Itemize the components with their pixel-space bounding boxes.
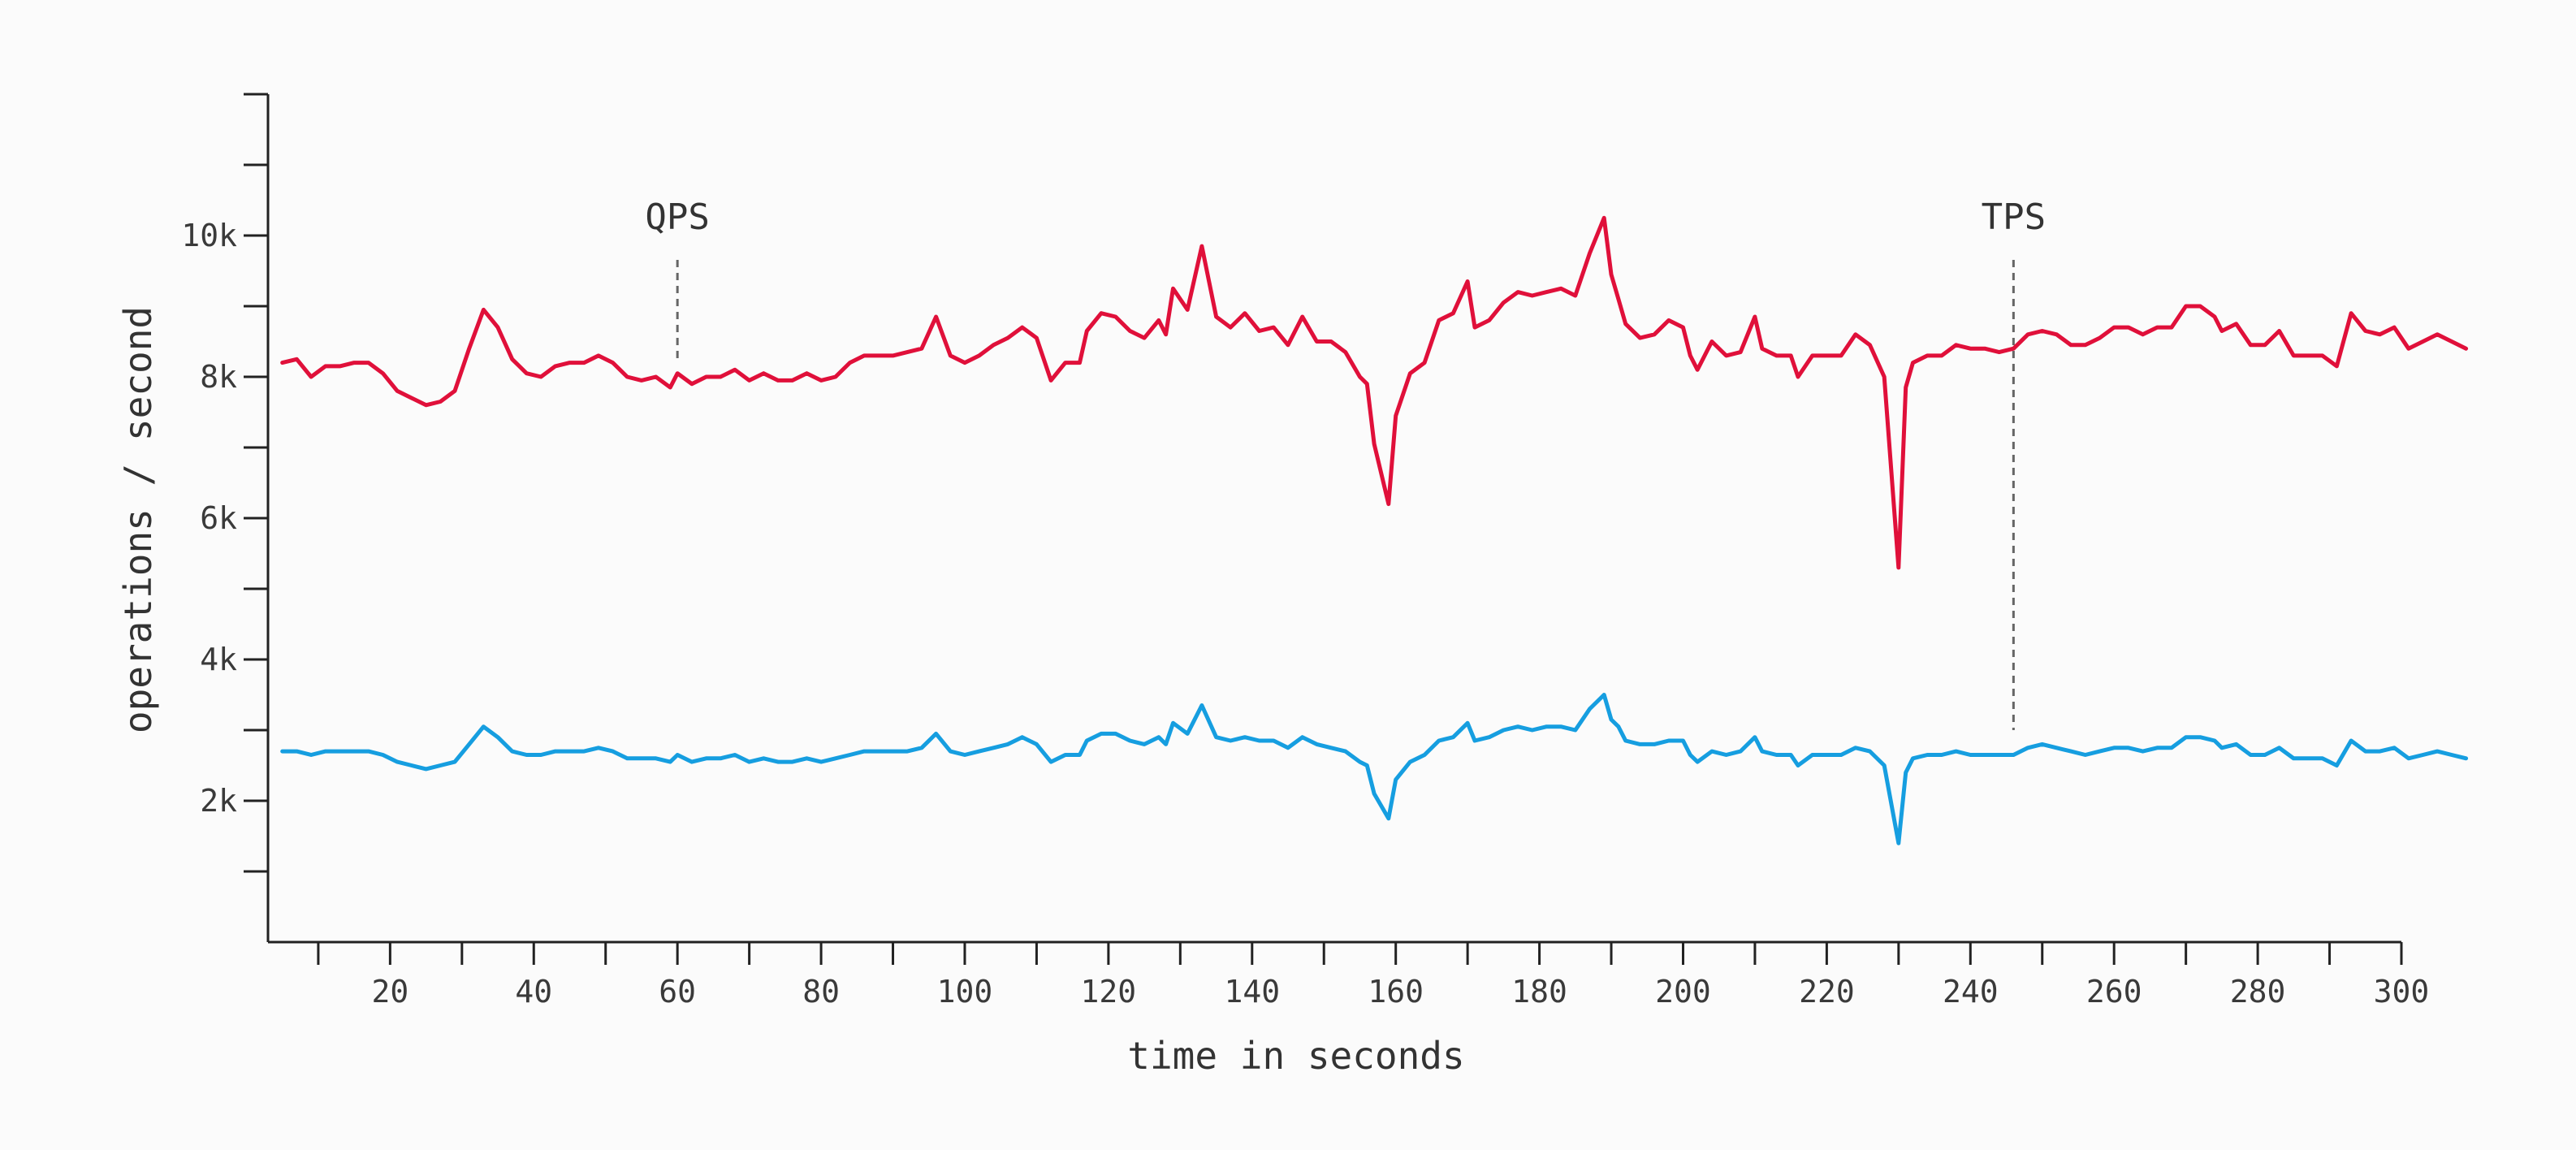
x-tick-label: 240 [1943, 974, 1999, 1009]
x-tick-label: 100 [937, 974, 993, 1009]
x-tick-label: 80 [802, 974, 840, 1009]
y-tick-label: 4k [200, 642, 237, 677]
y-tick-label: 10k [181, 218, 237, 253]
x-tick-label: 180 [1511, 974, 1567, 1009]
annotation-label: QPS [645, 197, 709, 238]
x-tick-label: 280 [2230, 974, 2286, 1009]
x-tick-label: 220 [1799, 974, 1855, 1009]
x-axis-ticks: 20 40 60 80 100 120 140 160 180 200 220 240 260 280 30… [317, 942, 2430, 1009]
x-tick-label: 300 [2374, 974, 2430, 1009]
y-axis-title: operations / second [116, 306, 160, 733]
y-tick-label: 2k [200, 783, 237, 819]
series-line-qps [280, 215, 2469, 570]
x-tick-label: 140 [1224, 974, 1280, 1009]
series-lines [280, 215, 2469, 845]
series-line-tps [280, 693, 2469, 845]
x-axis-title: time in seconds [1127, 1034, 1464, 1078]
x-tick-label: 260 [2086, 974, 2142, 1009]
y-axis-ticks: 2k 4k 6k 8k 10k [181, 93, 268, 873]
annotation-label: TPS [1982, 197, 2046, 238]
y-tick-label: 8k [200, 359, 237, 395]
x-tick-label: 160 [1368, 974, 1424, 1009]
x-tick-label: 120 [1081, 974, 1137, 1009]
x-tick-label: 40 [515, 974, 552, 1009]
x-tick-label: 20 [371, 974, 408, 1009]
y-tick-label: 6k [200, 500, 237, 536]
x-tick-label: 200 [1655, 974, 1711, 1009]
plot-area: 2k 4k 6k 8k 10k 20 40 60 80 100 120 140 160 180 200 22… [181, 93, 2469, 1009]
x-tick-label: 60 [659, 974, 696, 1009]
annotations: QPS TPS [645, 197, 2046, 730]
